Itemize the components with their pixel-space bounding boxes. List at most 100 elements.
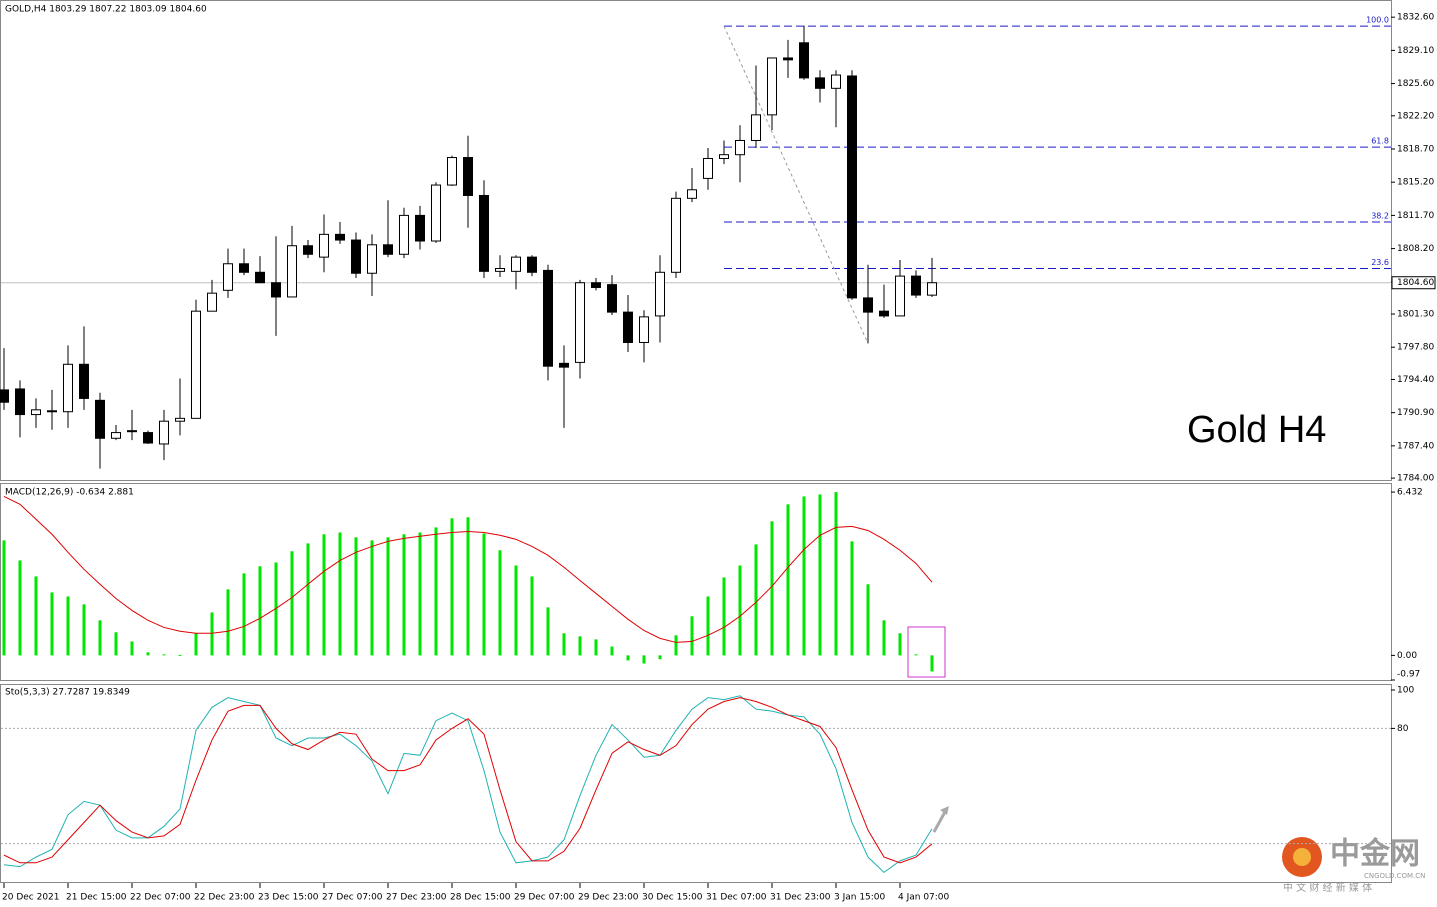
candle-body <box>783 57 793 61</box>
y-tick-label: 0.00 <box>1397 651 1417 661</box>
macd-bar <box>610 646 614 656</box>
y-tick-label: 1797.80 <box>1397 343 1434 353</box>
macd-bar <box>194 633 198 656</box>
y-tick-label: 1811.70 <box>1397 211 1434 221</box>
y-tick-label: 100 <box>1397 686 1414 696</box>
x-tick-label: 27 Dec 23:00 <box>386 893 447 903</box>
macd-bar <box>450 518 454 656</box>
x-tick-label: 21 Dec 15:00 <box>66 893 127 903</box>
candle-body <box>399 214 409 255</box>
x-tick-label: 22 Dec 07:00 <box>130 893 191 903</box>
macd-bar <box>18 560 22 656</box>
x-tick-label: 22 Dec 23:00 <box>194 893 255 903</box>
macd-bar <box>258 566 262 656</box>
macd-bar <box>370 540 374 656</box>
x-tick-label: 30 Dec 15:00 <box>642 893 703 903</box>
candle-body <box>623 311 633 343</box>
macd-bar <box>690 616 694 656</box>
candle-body <box>15 388 25 416</box>
macd-bar <box>354 537 358 656</box>
arrow-head <box>940 806 949 815</box>
candle-body <box>0 389 9 403</box>
y-tick-label: 1822.20 <box>1397 111 1434 121</box>
fib-label: 23.6 <box>1371 258 1389 267</box>
macd-bar <box>706 596 710 656</box>
logo-inner <box>1293 848 1311 866</box>
x-tick-label: 28 Dec 15:00 <box>450 893 511 903</box>
candle-body <box>383 244 393 255</box>
panel-title: MACD(12,26,9) -0.634 2.881 <box>5 488 134 498</box>
fib-label: 38.2 <box>1371 212 1389 221</box>
y-tick-label: 1815.20 <box>1397 178 1434 188</box>
candle-body <box>111 432 121 439</box>
macd-bar <box>738 565 742 656</box>
candle-body <box>271 282 281 298</box>
candle-body <box>495 268 505 272</box>
annotation: Gold H4 <box>1187 409 1326 451</box>
macd-bar <box>530 576 534 656</box>
panel-title: Sto(5,3,3) 27.7287 19.8349 <box>5 688 130 698</box>
candle-body <box>767 57 777 116</box>
fib-trendline <box>723 25 869 344</box>
macd-bar <box>754 544 758 656</box>
x-tick-label: 29 Dec 23:00 <box>578 893 639 903</box>
candle-body <box>559 362 569 368</box>
macd-bar <box>402 534 406 656</box>
stochastic-panel <box>0 684 1392 883</box>
macd-bar <box>514 565 518 656</box>
macd-bar <box>818 494 822 656</box>
macd-bar <box>210 612 214 656</box>
candle-body <box>815 77 825 89</box>
candle-body <box>463 157 473 196</box>
macd-signal-line <box>3 495 933 643</box>
macd-bar <box>850 541 854 656</box>
candle-body <box>527 256 537 273</box>
candle-body <box>575 282 585 363</box>
macd-bar <box>674 635 678 656</box>
macd-bar <box>882 620 886 656</box>
macd-bar <box>562 633 566 656</box>
macd-bar <box>626 655 630 661</box>
candle-body <box>607 284 617 313</box>
highlight-box <box>907 626 946 678</box>
candle-body <box>287 245 297 298</box>
macd-bar <box>50 592 54 656</box>
macd-bar <box>226 589 230 656</box>
x-tick-label: 29 Dec 07:00 <box>514 893 575 903</box>
candle-body <box>671 197 681 273</box>
macd-bar <box>66 596 70 656</box>
fib-label: 100.0 <box>1366 16 1389 25</box>
y-tick-label: 1794.40 <box>1397 375 1434 385</box>
candle-body <box>703 157 713 179</box>
macd-bar <box>178 654 182 656</box>
x-tick-label: 27 Dec 07:00 <box>322 893 383 903</box>
price-panel <box>0 0 1392 481</box>
candle-body <box>735 139 745 156</box>
watermark-name: 中金网 <box>1330 837 1420 872</box>
y-tick-label: 1832.60 <box>1397 13 1434 23</box>
fib-label: 61.8 <box>1371 137 1389 146</box>
y-tick-label: 1787.40 <box>1397 441 1434 451</box>
stochastic-signal-line <box>3 697 933 864</box>
y-tick-label: 1808.20 <box>1397 244 1434 254</box>
macd-bar <box>642 655 646 664</box>
candle-body <box>303 245 313 255</box>
macd-bar <box>594 639 598 656</box>
macd-bar <box>338 532 342 656</box>
candle-body <box>655 271 665 317</box>
arrow <box>932 809 948 833</box>
macd-bar <box>786 504 790 656</box>
macd-bar <box>386 537 390 656</box>
candle-body <box>191 310 201 419</box>
x-tick-label: 4 Jan 07:00 <box>898 893 950 903</box>
macd-bar <box>866 584 870 656</box>
candle-body <box>799 42 809 79</box>
candle-body <box>47 410 57 413</box>
candle-body <box>751 114 761 141</box>
macd-bar <box>290 551 294 656</box>
candle-body <box>687 189 697 199</box>
price-tag-label: 1804.60 <box>1397 278 1434 288</box>
macd-bar <box>482 533 486 656</box>
macd-bar <box>466 517 470 656</box>
